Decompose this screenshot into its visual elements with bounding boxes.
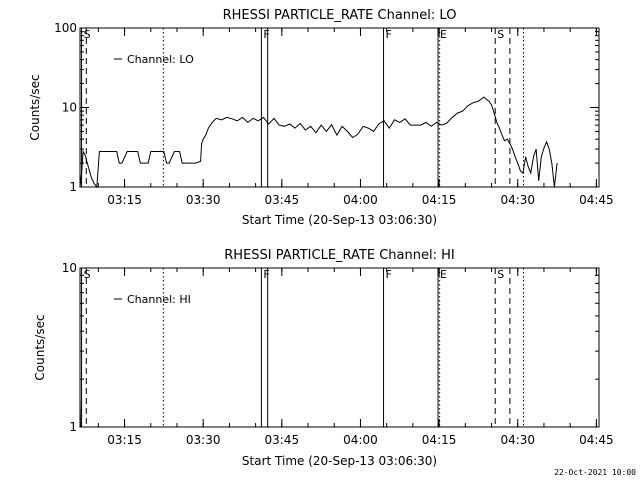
x-tick-label: 03:30	[186, 193, 221, 207]
event-marker-label: E	[440, 268, 447, 281]
chart-panel-1: RHESSI PARTICLE_RATE Channel: HI 03:15 03:…	[33, 248, 614, 468]
event-marker-label: F	[386, 268, 392, 281]
chart-panel-0: RHESSI PARTICLE_RATE Channel: LO 03:15 03:…	[28, 8, 614, 227]
event-marker-label: F	[263, 268, 269, 281]
legend-label: Channel: LO	[127, 53, 194, 66]
event-marker-label: E	[440, 28, 447, 41]
y-axis-label: Counts/sec	[28, 74, 42, 140]
plot-frame	[79, 27, 600, 188]
y-tick-label: 10	[62, 101, 77, 115]
x-tick-label: 04:15	[422, 433, 457, 447]
chart-title: RHESSI PARTICLE_RATE Channel: HI	[224, 248, 454, 263]
generation-timestamp: 22-Oct-2021 10:00	[554, 468, 636, 477]
y-tick-label: 100	[54, 21, 77, 35]
x-tick-label: 04:45	[579, 193, 614, 207]
x-tick-label: 03:15	[107, 193, 142, 207]
chart-title: RHESSI PARTICLE_RATE Channel: LO	[223, 8, 457, 23]
y-tick-label: 1	[69, 420, 77, 434]
x-tick-label: 03:30	[186, 433, 221, 447]
event-marker-label: F	[263, 28, 269, 41]
series-line	[79, 396, 81, 428]
x-axis-label: Start Time (20-Sep-13 03:06:30)	[242, 213, 437, 227]
x-tick-label: 04:00	[343, 433, 378, 447]
event-marker-label: S	[84, 268, 91, 281]
x-tick-label: 03:45	[265, 193, 300, 207]
event-marker-label: S	[84, 28, 91, 41]
x-tick-label: 04:30	[500, 433, 535, 447]
x-tick-label: 04:15	[422, 193, 457, 207]
x-tick-label: 03:15	[107, 433, 142, 447]
x-tick-label: 04:45	[579, 433, 614, 447]
y-tick-label: 10	[62, 261, 77, 275]
y-axis-label: Counts/sec	[33, 314, 47, 380]
event-marker-label: S	[497, 268, 504, 281]
event-marker-label: S	[497, 28, 504, 41]
y-tick-label: 1	[69, 180, 77, 194]
series-line	[79, 96, 558, 189]
plot-frame	[79, 267, 600, 428]
x-tick-label: 03:45	[265, 433, 300, 447]
event-marker-label: F	[386, 28, 392, 41]
x-tick-label: 04:00	[343, 193, 378, 207]
x-tick-label: 04:30	[500, 193, 535, 207]
legend-label: Channel: HI	[127, 293, 191, 306]
x-axis-label: Start Time (20-Sep-13 03:06:30)	[242, 454, 437, 468]
